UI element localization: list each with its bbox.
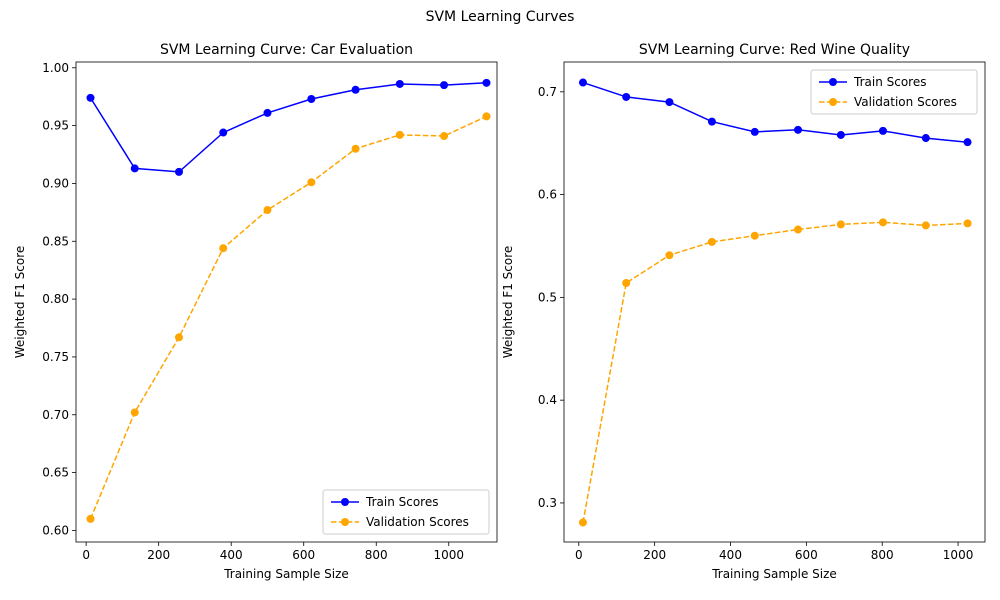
figure-title: SVM Learning Curves bbox=[425, 9, 575, 25]
data-point bbox=[351, 85, 360, 94]
y-axis-label: Weighted F1 Score bbox=[501, 246, 515, 359]
legend-entry: Train Scores bbox=[853, 75, 926, 89]
plot-area-frame bbox=[75, 61, 498, 543]
legend-marker bbox=[829, 98, 837, 106]
legend-frame bbox=[322, 489, 490, 535]
data-point bbox=[263, 206, 272, 215]
y-tick-label: 0.3 bbox=[538, 496, 557, 510]
y-tick-label: 0.7 bbox=[538, 85, 557, 99]
data-point bbox=[482, 112, 491, 121]
data-point bbox=[750, 231, 759, 240]
x-tick-label: 800 bbox=[871, 548, 894, 562]
x-tick-label: 0 bbox=[82, 548, 90, 562]
y-tick-label: 0.95 bbox=[42, 119, 69, 133]
series-train-scores bbox=[578, 78, 972, 147]
y-tick-label: 0.65 bbox=[42, 466, 69, 480]
y-tick-label: 0.90 bbox=[42, 176, 69, 190]
data-point bbox=[794, 125, 803, 134]
series-validation-scores bbox=[86, 112, 491, 523]
legend-entry: Validation Scores bbox=[366, 515, 469, 529]
x-tick-label: 400 bbox=[719, 548, 742, 562]
data-point bbox=[794, 225, 803, 234]
series-line bbox=[89, 82, 487, 173]
data-point bbox=[836, 130, 845, 139]
data-point bbox=[665, 251, 674, 260]
y-tick-label: 0.4 bbox=[538, 393, 557, 407]
legend-marker bbox=[341, 498, 349, 506]
data-point bbox=[86, 514, 95, 523]
data-point bbox=[878, 126, 887, 135]
series-validation-scores bbox=[578, 218, 972, 527]
data-point bbox=[130, 408, 139, 417]
x-tick-label: 800 bbox=[365, 548, 388, 562]
data-point bbox=[921, 134, 930, 143]
data-point bbox=[219, 244, 228, 253]
data-point bbox=[307, 178, 316, 187]
data-point bbox=[395, 130, 404, 139]
x-tick-label: 600 bbox=[292, 548, 315, 562]
series-line bbox=[582, 221, 968, 523]
data-point bbox=[963, 219, 972, 228]
data-point bbox=[263, 108, 272, 117]
data-point bbox=[482, 78, 491, 87]
legend-entry: Train Scores bbox=[365, 495, 438, 509]
series-line bbox=[89, 115, 487, 520]
legend: Train Scores Validation Scores bbox=[322, 489, 490, 535]
data-point bbox=[622, 92, 631, 101]
data-point bbox=[707, 237, 716, 246]
legend-marker bbox=[829, 78, 837, 86]
data-point bbox=[130, 164, 139, 173]
data-point bbox=[86, 93, 95, 102]
x-tick-label: 600 bbox=[795, 548, 818, 562]
series-line bbox=[582, 81, 968, 143]
data-point bbox=[878, 218, 887, 227]
legend: Train Scores Validation Scores bbox=[810, 69, 978, 115]
data-point bbox=[219, 128, 228, 137]
data-point bbox=[622, 278, 631, 287]
data-point bbox=[351, 144, 360, 153]
x-axis-label: Training Sample Size bbox=[711, 567, 837, 581]
data-point bbox=[921, 221, 930, 230]
legend-entry: Validation Scores bbox=[854, 95, 957, 109]
y-axis-label: Weighted F1 Score bbox=[13, 246, 27, 359]
data-point bbox=[395, 79, 404, 88]
x-tick-label: 400 bbox=[220, 548, 243, 562]
data-point bbox=[836, 220, 845, 229]
data-point bbox=[578, 518, 587, 527]
chart-title: SVM Learning Curve: Red Wine Quality bbox=[639, 42, 910, 58]
data-point bbox=[750, 127, 759, 136]
data-point bbox=[440, 132, 449, 141]
data-point bbox=[665, 98, 674, 107]
x-tick-label: 0 bbox=[575, 548, 583, 562]
data-point bbox=[578, 78, 587, 87]
chart-title: SVM Learning Curve: Car Evaluation bbox=[160, 42, 413, 58]
data-point bbox=[963, 138, 972, 147]
y-tick-label: 0.60 bbox=[42, 523, 69, 537]
data-point bbox=[174, 333, 183, 342]
data-point bbox=[440, 81, 449, 90]
data-point bbox=[307, 95, 316, 104]
x-tick-label: 1000 bbox=[433, 548, 464, 562]
x-tick-label: 200 bbox=[643, 548, 666, 562]
legend-frame bbox=[810, 69, 978, 115]
x-tick-label: 200 bbox=[147, 548, 170, 562]
data-point bbox=[707, 117, 716, 126]
y-tick-label: 0.80 bbox=[42, 292, 69, 306]
x-axis-label: Training Sample Size bbox=[223, 567, 349, 581]
y-tick-label: 0.70 bbox=[42, 408, 69, 422]
legend-marker bbox=[341, 518, 349, 526]
y-tick-label: 1.00 bbox=[42, 61, 69, 75]
series-train-scores bbox=[86, 78, 491, 176]
plot-area-frame bbox=[563, 61, 986, 543]
y-tick-label: 0.6 bbox=[538, 188, 557, 202]
y-tick-label: 0.5 bbox=[538, 290, 557, 304]
y-tick-label: 0.85 bbox=[42, 234, 69, 248]
x-tick-label: 1000 bbox=[943, 548, 974, 562]
y-tick-label: 0.75 bbox=[42, 350, 69, 364]
data-point bbox=[174, 167, 183, 176]
